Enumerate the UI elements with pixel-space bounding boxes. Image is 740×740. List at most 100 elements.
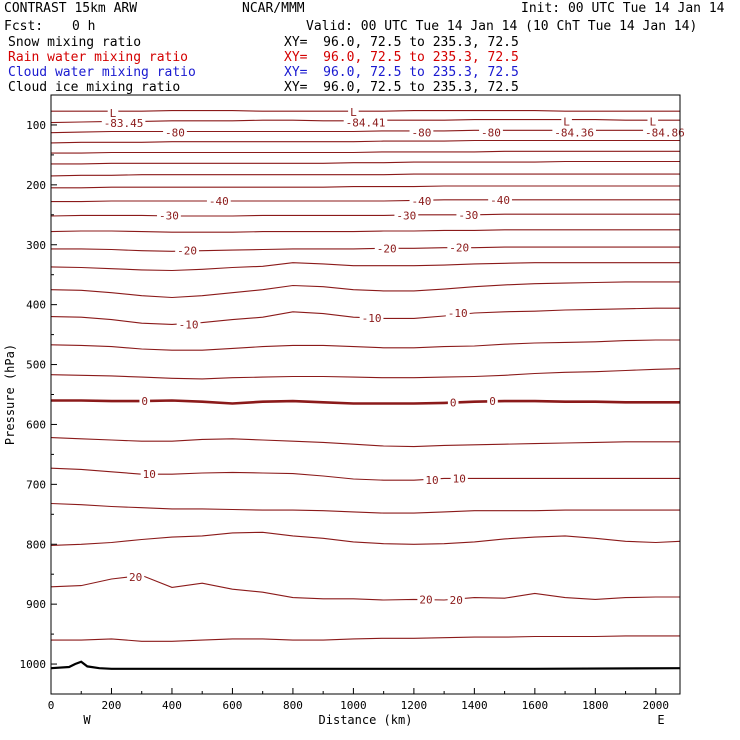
contour-label-bg-29 [127, 571, 145, 584]
contour-label-31: 20 [450, 594, 463, 607]
fcst-label: Fcst: [4, 19, 44, 34]
contour-label-bg-2 [348, 105, 359, 118]
contour-label-bg-10 [479, 126, 503, 139]
contour-line-18 [50, 437, 680, 448]
contour-line-7 [51, 185, 680, 189]
contour-label-6: L [649, 115, 656, 128]
y-tick-label: 400 [26, 299, 46, 312]
field-cloudwater-name: Cloud water mixing ratio [8, 65, 196, 80]
x-tick-label: 1800 [582, 699, 609, 712]
contour-label-4: L [563, 115, 570, 128]
contour-lines [50, 110, 681, 642]
contour-label-bg-3 [343, 116, 388, 129]
x-axis-title: Distance (km) [319, 713, 413, 727]
contour-label-12: -40 [412, 195, 432, 208]
x-tick-label: 1600 [522, 699, 549, 712]
contour-label-3: -84.41 [346, 117, 386, 130]
x-tick-label: 1400 [461, 699, 488, 712]
y-tick-label: 600 [26, 418, 46, 431]
y-tick-label: 200 [26, 179, 46, 192]
contour-label-2: L [350, 106, 357, 119]
contour-line-20 [50, 502, 680, 514]
contour-label-27: 10 [425, 474, 438, 487]
contour-label-21: -10 [362, 312, 382, 325]
terrain-layer [50, 660, 681, 670]
contour-label-bg-24 [447, 396, 459, 409]
contour-label-29: 20 [129, 571, 142, 584]
contour-line-6 [50, 173, 680, 177]
x-tick-label: 200 [102, 699, 122, 712]
contour-label-bg-1 [101, 117, 146, 130]
contour-label-8: -80 [165, 127, 185, 140]
y-tick-label: 800 [26, 538, 46, 551]
contour-label-bg-15 [394, 209, 419, 222]
x-tick-label: 400 [162, 699, 182, 712]
contour-label-bg-17 [175, 244, 199, 257]
x-tick-label: 1200 [401, 699, 428, 712]
contour-line-17 [51, 399, 680, 405]
model-title: CONTRAST 15km ARW [4, 1, 138, 16]
contour-line-11 [51, 246, 680, 252]
contour-label-bg-30 [417, 593, 435, 606]
contour-line-21 [50, 531, 681, 546]
contour-labels: L-83.45L-84.41 L-84.36L-84.86-80 -80 -80-40… [101, 105, 687, 607]
contour-label-bg-28 [450, 472, 468, 485]
axes: 0 200 400 600 800 1000 1200 1400 1600 1800 2000100… [20, 119, 670, 712]
contour-label-bg-23 [139, 395, 151, 408]
contour-label-bg-19 [447, 241, 472, 254]
valid-time: Valid: 00 UTC Tue 14 Jan 14 (10 ChT Tue … [306, 19, 698, 34]
contour-line-10 [50, 229, 680, 233]
field-cloudwater-xy: XY= 96.0, 72.5 to 235.3, 72.5 [284, 65, 519, 80]
contour-label-5: -84.36 [554, 127, 594, 140]
field-cloudice-name: Cloud ice mixing ratio [8, 80, 181, 95]
contour-label-bg-8 [163, 126, 187, 139]
contour-label-bg-25 [487, 395, 498, 408]
contour-label-bg-6 [647, 115, 659, 128]
contour-label-0: L [110, 107, 117, 120]
y-tick-label: 1000 [20, 658, 47, 671]
contour-label-bg-9 [409, 126, 434, 139]
contour-label-23: 0 [141, 395, 148, 408]
contour-label-18: -20 [377, 242, 397, 255]
contour-label-24: 0 [450, 396, 457, 409]
east-label: E [657, 713, 664, 727]
contour-label-9: -80 [412, 127, 432, 140]
contour-label-bg-22 [445, 307, 470, 320]
contour-label-15: -30 [396, 209, 416, 222]
contour-line-8 [51, 199, 680, 203]
contour-label-25: 0 [489, 395, 496, 408]
y-tick-label: 700 [26, 478, 46, 491]
y-axis-title: Pressure (hPa) [3, 344, 17, 445]
contour-line-4 [51, 150, 680, 154]
contour-line-5 [51, 160, 680, 165]
contour-label-bg-18 [374, 242, 399, 255]
terrain-line [50, 660, 681, 670]
field-rain-xy: XY= 96.0, 72.5 to 235.3, 72.5 [284, 50, 519, 65]
y-tick-label: 900 [26, 598, 46, 611]
contour-line-23 [51, 635, 680, 642]
x-tick-label: 2000 [643, 699, 670, 712]
field-snow-xy: XY= 96.0, 72.5 to 235.3, 72.5 [284, 35, 519, 50]
contour-label-30: 20 [419, 593, 432, 606]
y-tick-label: 100 [26, 119, 46, 132]
contour-label-13: -40 [490, 194, 510, 207]
contour-label-17: -20 [177, 245, 197, 258]
contour-label-bg-16 [456, 208, 481, 221]
west-label: W [83, 713, 91, 727]
contour-label-bg-14 [157, 209, 181, 222]
contour-label-bg-11 [206, 195, 231, 208]
field-snow-name: Snow mixing ratio [8, 35, 142, 50]
contour-line-15 [50, 339, 680, 351]
y-tick-label: 500 [26, 359, 46, 372]
contour-line-16 [50, 368, 681, 380]
contour-label-19: -20 [449, 242, 469, 255]
contour-label-14: -30 [159, 209, 179, 222]
contour-label-bg-27 [423, 474, 441, 487]
x-tick-label: 600 [223, 699, 243, 712]
contour-label-bg-7 [643, 126, 687, 139]
contour-label-1: -83.45 [104, 117, 144, 130]
init-time: Init: 00 UTC Tue 14 Jan 14 [521, 1, 725, 16]
contour-label-16: -30 [458, 209, 478, 222]
contour-label-bg-31 [447, 593, 465, 606]
